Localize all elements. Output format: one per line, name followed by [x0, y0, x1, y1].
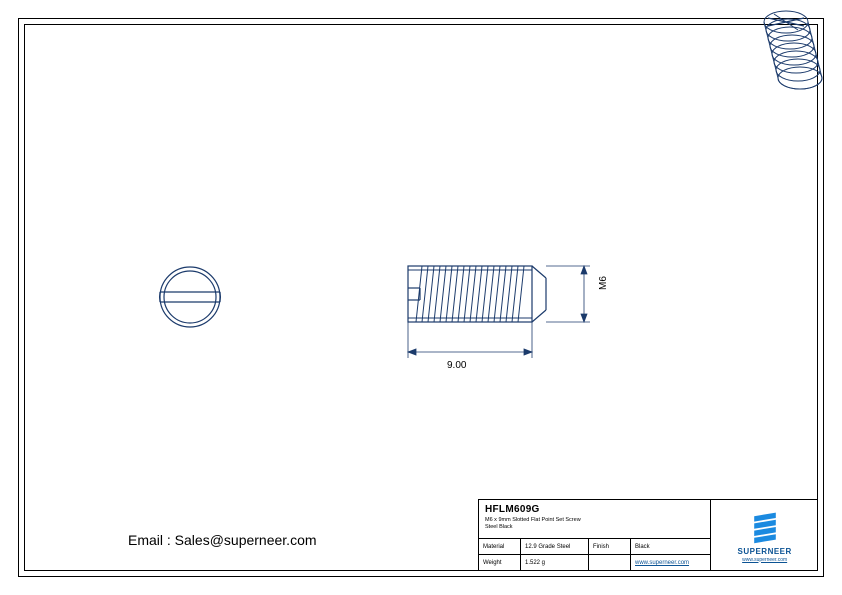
part-description-1: M6 x 9mm Slotted Flat Point Set Screw — [485, 517, 704, 524]
spec-material-label: Material — [479, 539, 521, 554]
contact-email: Email : Sales@superneer.com — [128, 532, 317, 548]
spec-rows: Material 12.9 Grade Steel Finish Black W… — [479, 539, 710, 571]
dimension-length-label: 9.00 — [447, 360, 466, 371]
logo-brand-text: SUPERNEER — [738, 547, 792, 556]
side-view-drawing — [398, 248, 608, 378]
isometric-screw-illustration — [748, 8, 834, 98]
title-header: HFLM609G M6 x 9mm Slotted Flat Point Set… — [479, 500, 710, 539]
spec-url-value[interactable]: www.superneer.com — [631, 555, 710, 571]
title-block: HFLM609G M6 x 9mm Slotted Flat Point Set… — [478, 499, 818, 571]
spec-material-value: 12.9 Grade Steel — [521, 539, 589, 554]
part-description-2: Steel Black — [485, 524, 704, 530]
spec-weight-value: 1.522 g — [521, 555, 589, 571]
dimension-diameter-label: M6 — [598, 276, 609, 290]
spec-row: Material 12.9 Grade Steel Finish Black — [479, 539, 710, 555]
spec-row: Weight 1.522 g www.superneer.com — [479, 555, 710, 571]
logo-panel: SUPERNEER www.superneer.com — [710, 500, 818, 571]
title-block-left: HFLM609G M6 x 9mm Slotted Flat Point Set… — [479, 500, 710, 571]
logo-url[interactable]: www.superneer.com — [742, 557, 787, 563]
part-number: HFLM609G — [485, 504, 704, 515]
front-view-drawing — [155, 262, 225, 332]
spec-weight-label: Weight — [479, 555, 521, 571]
spec-finish-label: Finish — [589, 539, 631, 554]
spec-empty-label — [589, 555, 631, 571]
superneer-logo-icon — [747, 509, 783, 545]
spec-finish-value: Black — [631, 539, 710, 554]
